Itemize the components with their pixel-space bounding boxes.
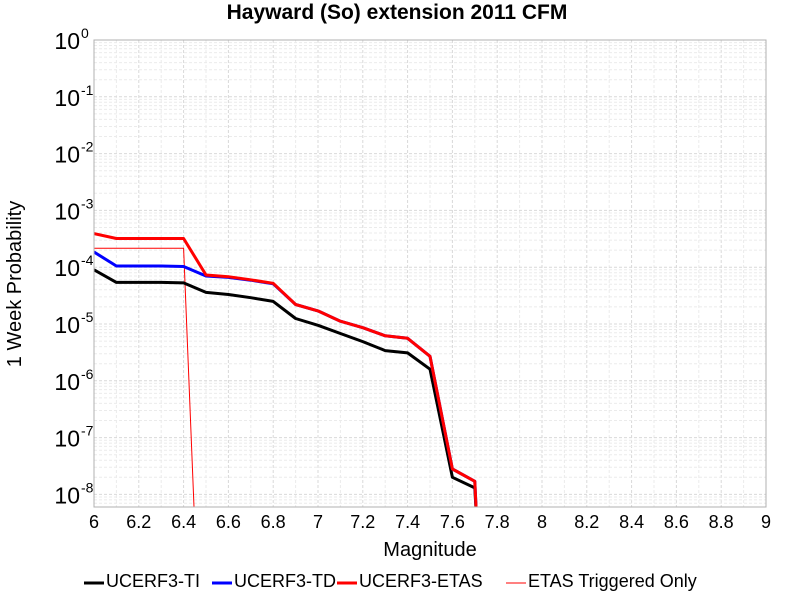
y-tick-label: 10 -1: [54, 82, 93, 111]
y-tick-exponent: -7: [81, 423, 94, 439]
x-tick-label: 8.6: [664, 512, 689, 532]
legend-label: UCERF3-TI: [106, 571, 200, 591]
y-tick-exponent: -6: [81, 366, 94, 382]
y-tick-label: 10 -5: [54, 309, 93, 338]
y-tick-label: 10 -2: [54, 139, 93, 168]
y-tick-label: 10 -6: [54, 366, 93, 395]
y-tick-label: 10 0: [54, 25, 89, 54]
y-tick-base: 10: [54, 85, 80, 111]
chart-title: Hayward (So) extension 2011 CFM: [227, 1, 568, 24]
y-tick-exponent: -4: [81, 252, 94, 268]
y-tick-exponent: 0: [81, 25, 89, 41]
y-axis-label: 1 Week Probability: [4, 201, 26, 367]
series-layer: [94, 232, 478, 507]
y-tick-base: 10: [54, 426, 80, 452]
y-tick-base: 10: [54, 369, 80, 395]
plot-area-frame: [93, 39, 767, 508]
y-tick-exponent: -3: [81, 195, 94, 211]
y-tick-exponent: -8: [81, 479, 94, 495]
legend-label: UCERF3-ETAS: [359, 571, 483, 591]
x-tick-labels: 6 6.2 6.4 6.6 6.8 7 7.2 7.4 7.6 7.8 8 8.2 8.4 8.6 8.8 9: [89, 512, 771, 532]
x-tick-label: 7.8: [485, 512, 510, 532]
x-tick-label: 8.2: [574, 512, 599, 532]
x-tick-label: 8.4: [619, 512, 644, 532]
y-tick-base: 10: [54, 198, 80, 224]
y-tick-base: 10: [54, 312, 80, 338]
y-tick-label: 10 -4: [54, 252, 93, 281]
legend-item: ETAS Triggered Only: [506, 571, 697, 591]
x-tick-label: 6: [89, 512, 99, 532]
x-tick-label: 7: [313, 512, 323, 532]
y-tick-exponent: -5: [81, 309, 94, 325]
series-line-ucerf3-etas: [94, 232, 478, 507]
legend-item: UCERF3-ETAS: [337, 571, 483, 591]
y-tick-label: 10 -8: [54, 479, 93, 508]
series-line-etas-triggered-only: [94, 247, 195, 507]
x-tick-label: 6.6: [216, 512, 241, 532]
x-axis-label: Magnitude: [383, 539, 476, 561]
y-tick-exponent: -1: [81, 82, 94, 98]
x-tick-label: 6.4: [171, 512, 196, 532]
x-tick-label: 7.4: [395, 512, 420, 532]
y-tick-label: 10 -3: [54, 195, 93, 224]
x-tick-label: 6.2: [126, 512, 151, 532]
y-tick-base: 10: [54, 142, 80, 168]
y-tick-exponent: -2: [81, 139, 94, 155]
grid: [93, 39, 767, 507]
x-tick-label: 8.8: [709, 512, 734, 532]
y-tick-base: 10: [54, 255, 80, 281]
legend-item: UCERF3-TI: [84, 571, 200, 591]
y-tick-base: 10: [54, 482, 80, 508]
legend: UCERF3-TI UCERF3-TD UCERF3-ETAS ETAS Trigge…: [84, 571, 697, 591]
x-tick-label: 7.6: [440, 512, 465, 532]
legend-label: UCERF3-TD: [234, 571, 336, 591]
series-line-ucerf3-ti: [94, 268, 478, 507]
y-tick-label: 10 -7: [54, 423, 93, 452]
x-tick-label: 7.2: [350, 512, 375, 532]
legend-label: ETAS Triggered Only: [528, 571, 697, 591]
x-tick-label: 8: [537, 512, 547, 532]
x-tick-label: 9: [761, 512, 771, 532]
legend-item: UCERF3-TD: [212, 571, 336, 591]
y-tick-base: 10: [54, 28, 80, 54]
x-tick-label: 6.8: [261, 512, 286, 532]
